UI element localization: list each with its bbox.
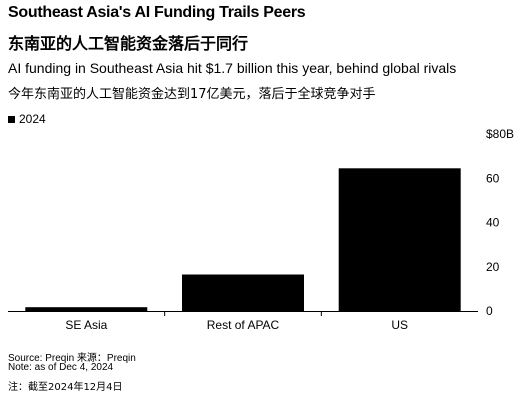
x-tick-label: SE Asia [65, 318, 107, 332]
bar-us [338, 168, 461, 311]
bar-se-asia [25, 307, 148, 311]
chart-title-chinese: 东南亚的人工智能资金落后于同行 [8, 34, 249, 53]
bar-chart: SE Asia Rest of APAC US 0 20 40 60 $80B [8, 127, 514, 332]
x-tick-label: US [391, 318, 408, 332]
chart-subtitle: AI funding in Southeast Asia hit $1.7 bi… [8, 60, 457, 76]
date-note: Note: as of Dec 4, 2024 [8, 362, 114, 373]
y-tick-label: 40 [486, 216, 500, 230]
legend: 2024 [8, 112, 46, 126]
chart-subtitle-chinese: 今年东南亚的人工智能资金达到17亿美元，落后于全球竞争对手 [8, 87, 376, 102]
legend-swatch [8, 115, 15, 123]
date-note-chinese: 注：截至2024年12月4日 [8, 382, 123, 393]
x-tick-label: Rest of APAC [207, 318, 280, 332]
chart-title: Southeast Asia's AI Funding Trails Peers [8, 4, 306, 21]
y-tick-label: 60 [486, 171, 500, 185]
y-tick-label: 20 [486, 260, 500, 274]
legend-label: 2024 [19, 112, 46, 126]
y-axis-top-label: $80B [486, 127, 514, 141]
bar-rest-of-apac [182, 274, 304, 311]
y-tick-label: 0 [486, 304, 493, 318]
source-note: Source: Preqin 来源：Preqin [8, 353, 136, 364]
